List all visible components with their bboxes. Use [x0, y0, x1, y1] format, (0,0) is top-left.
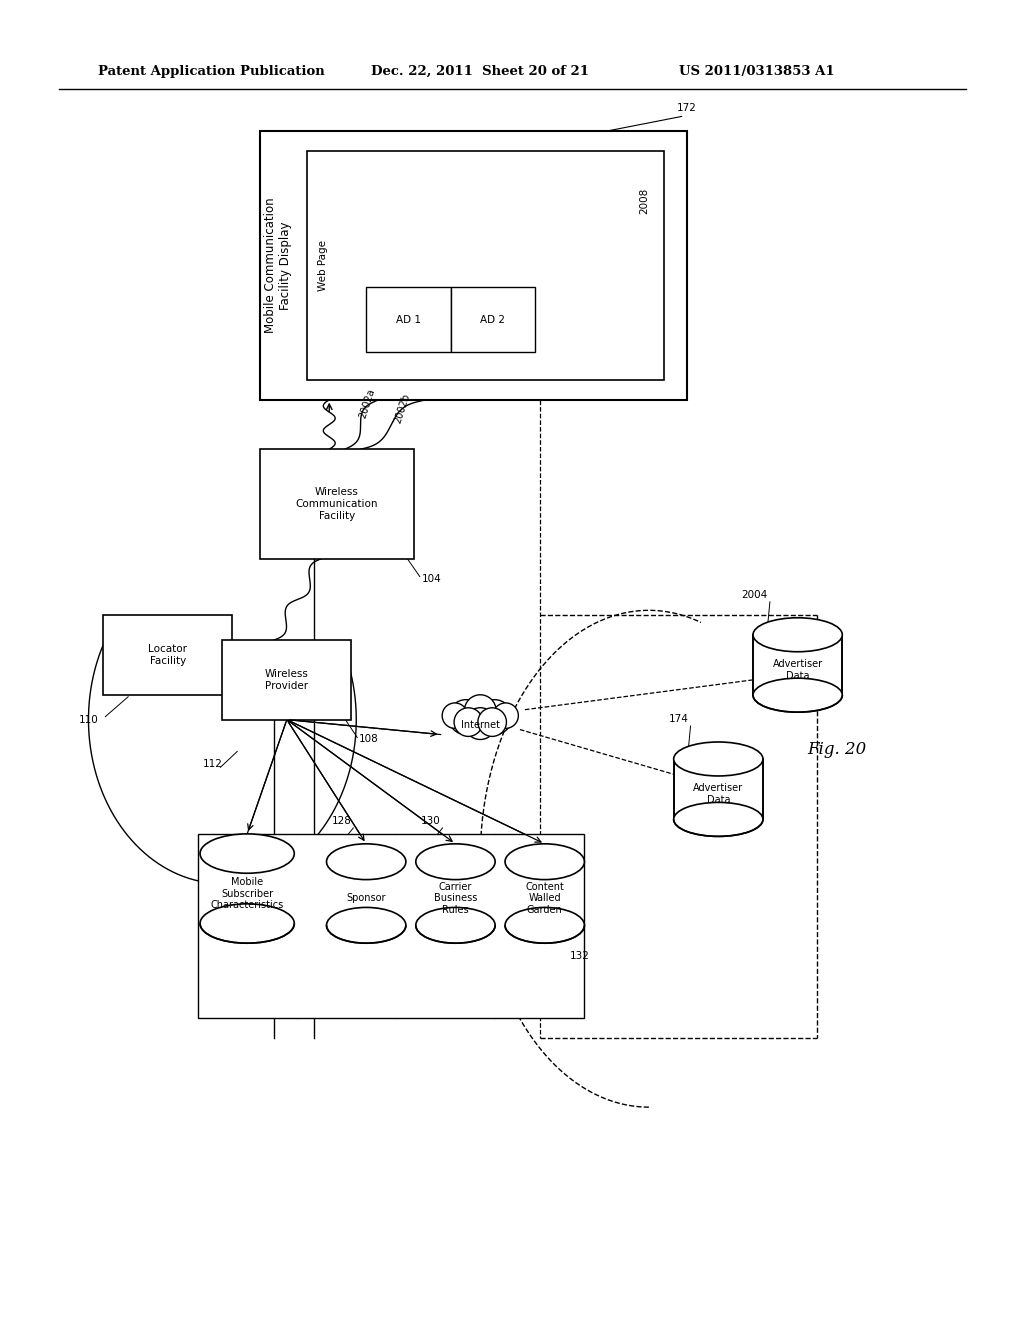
Bar [198, 834, 585, 1018]
Circle shape [454, 708, 482, 737]
Bar [367, 288, 451, 352]
Ellipse shape [505, 843, 585, 879]
Text: 2008: 2008 [639, 187, 649, 214]
Text: AD 2: AD 2 [480, 314, 505, 325]
Text: Web Page: Web Page [317, 240, 328, 290]
Bar [674, 759, 763, 820]
Bar [753, 635, 843, 696]
Text: Patent Application Publication: Patent Application Publication [98, 65, 326, 78]
Ellipse shape [753, 618, 843, 652]
Text: 112: 112 [203, 759, 222, 770]
Bar [200, 854, 294, 924]
Circle shape [449, 700, 483, 735]
Circle shape [478, 708, 507, 737]
Ellipse shape [674, 803, 763, 837]
Text: Dec. 22, 2011  Sheet 20 of 21: Dec. 22, 2011 Sheet 20 of 21 [371, 65, 589, 78]
Text: 108: 108 [359, 734, 379, 744]
Circle shape [465, 694, 497, 726]
Ellipse shape [327, 907, 406, 944]
Text: Mobile
Subscriber
Characteristics: Mobile Subscriber Characteristics [211, 876, 284, 909]
Bar [306, 152, 664, 380]
Text: 130: 130 [421, 816, 440, 826]
Circle shape [465, 708, 497, 739]
Bar [416, 862, 496, 925]
Text: Wireless
Provider: Wireless Provider [265, 669, 309, 690]
Text: 2002b: 2002b [393, 392, 412, 425]
Text: 174: 174 [669, 714, 688, 725]
Text: 172: 172 [677, 103, 696, 114]
Text: Mobile Communication
Facility Display: Mobile Communication Facility Display [264, 198, 292, 334]
Text: Locator
Facility: Locator Facility [148, 644, 187, 665]
Bar [327, 862, 406, 925]
Circle shape [442, 704, 468, 729]
Bar [505, 862, 585, 925]
Text: Carrier
Business
Rules: Carrier Business Rules [434, 882, 477, 915]
Ellipse shape [416, 843, 496, 879]
Bar [451, 288, 535, 352]
Text: 110: 110 [79, 714, 98, 725]
Text: AD 1: AD 1 [396, 314, 421, 325]
Text: Sponsor: Sponsor [346, 894, 386, 903]
Bar [222, 640, 351, 719]
Ellipse shape [416, 907, 496, 944]
Ellipse shape [200, 904, 294, 944]
Text: Content
Walled
Garden: Content Walled Garden [525, 882, 564, 915]
Bar [260, 132, 686, 400]
Text: 128: 128 [332, 816, 351, 826]
Ellipse shape [200, 834, 294, 874]
Bar [260, 449, 414, 558]
Text: 2004: 2004 [741, 590, 768, 599]
Text: 2002a: 2002a [357, 387, 377, 420]
Text: Fig. 20: Fig. 20 [808, 741, 867, 758]
Circle shape [493, 704, 518, 729]
Text: 132: 132 [569, 952, 590, 961]
Text: Internet: Internet [461, 719, 500, 730]
Text: Advertiser
Data: Advertiser Data [772, 659, 822, 681]
Ellipse shape [505, 907, 585, 944]
Bar [103, 615, 232, 694]
Ellipse shape [327, 843, 406, 879]
Text: Advertiser
Data: Advertiser Data [693, 783, 743, 805]
Ellipse shape [753, 678, 843, 713]
Ellipse shape [674, 742, 763, 776]
Text: Wireless
Communication
Facility: Wireless Communication Facility [296, 487, 378, 520]
Circle shape [477, 700, 512, 735]
Text: US 2011/0313853 A1: US 2011/0313853 A1 [679, 65, 835, 78]
Text: 104: 104 [422, 573, 441, 583]
